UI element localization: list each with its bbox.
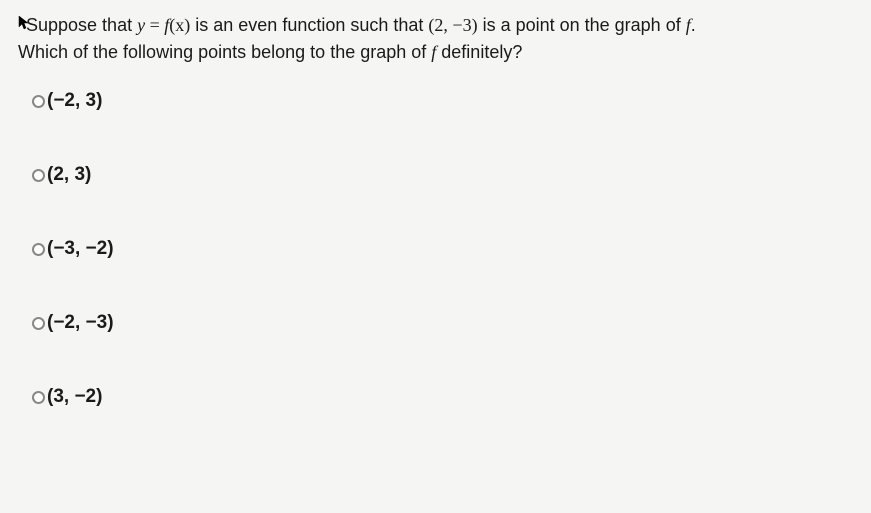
eq-rhs-x: (x) [169,15,190,35]
option-label: (3, −2) [47,386,102,408]
option-1[interactable]: (−2, 3) [32,90,853,112]
option-label: (2, 3) [47,164,91,186]
question-text: Suppose that y = f(x) is an even functio… [18,12,853,66]
radio-icon[interactable] [32,243,45,256]
question-line-1: Suppose that y = f(x) is an even functio… [18,12,853,39]
radio-icon[interactable] [32,391,45,404]
option-3[interactable]: (−3, −2) [32,238,853,260]
eq-sign: = [145,15,164,35]
q-line2-suffix: definitely? [436,42,522,62]
options-list: (−2, 3) (2, 3) (−3, −2) (−2, −3) (3, −2) [18,90,853,408]
q-prefix: Suppose that [26,15,137,35]
q-suffix1: is a point on the graph of [478,15,686,35]
option-4[interactable]: (−2, −3) [32,312,853,334]
radio-icon[interactable] [32,169,45,182]
option-label: (−2, −3) [47,312,114,334]
given-point: (2, −3) [428,15,477,35]
question-line-2: Which of the following points belong to … [18,39,853,66]
q-mid: is an even function such that [190,15,428,35]
option-label: (−3, −2) [47,238,114,260]
option-5[interactable]: (3, −2) [32,386,853,408]
option-2[interactable]: (2, 3) [32,164,853,186]
q-suffix2: . [691,15,696,35]
eq-lhs: y [137,15,145,35]
radio-icon[interactable] [32,317,45,330]
q-line2-prefix: Which of the following points belong to … [18,42,431,62]
radio-icon[interactable] [32,95,45,108]
option-label: (−2, 3) [47,90,102,112]
